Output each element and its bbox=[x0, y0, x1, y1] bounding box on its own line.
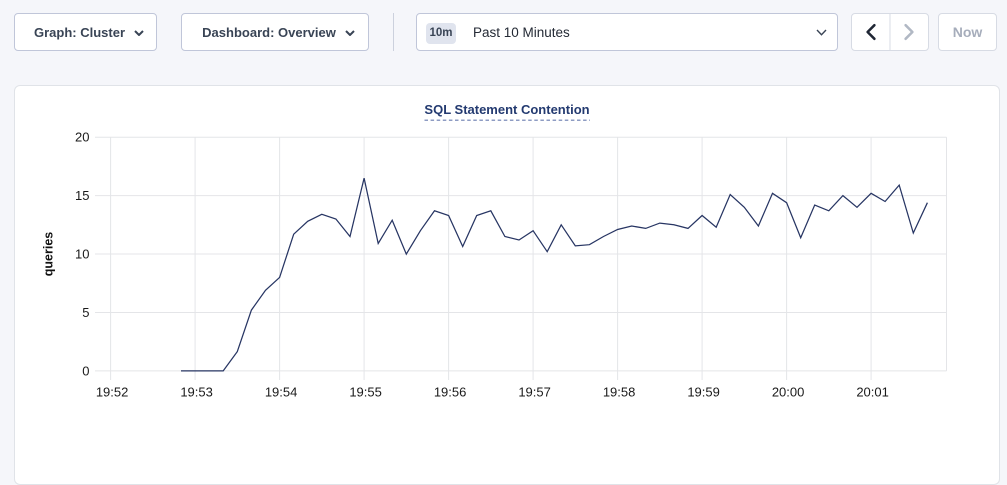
svg-text:19:56: 19:56 bbox=[434, 385, 467, 400]
svg-text:15: 15 bbox=[75, 188, 89, 203]
svg-text:19:55: 19:55 bbox=[349, 385, 382, 400]
svg-text:5: 5 bbox=[82, 305, 89, 320]
svg-text:19:58: 19:58 bbox=[603, 385, 636, 400]
svg-text:19:54: 19:54 bbox=[265, 385, 298, 400]
svg-text:10: 10 bbox=[75, 247, 89, 262]
svg-text:20:01: 20:01 bbox=[856, 385, 889, 400]
svg-text:0: 0 bbox=[82, 363, 89, 378]
svg-text:19:59: 19:59 bbox=[687, 385, 720, 400]
svg-text:19:57: 19:57 bbox=[518, 385, 551, 400]
svg-text:19:52: 19:52 bbox=[96, 385, 129, 400]
svg-text:19:53: 19:53 bbox=[180, 385, 213, 400]
svg-text:20: 20 bbox=[75, 130, 89, 145]
svg-text:queries: queries bbox=[42, 232, 56, 277]
svg-text:20:00: 20:00 bbox=[772, 385, 805, 400]
